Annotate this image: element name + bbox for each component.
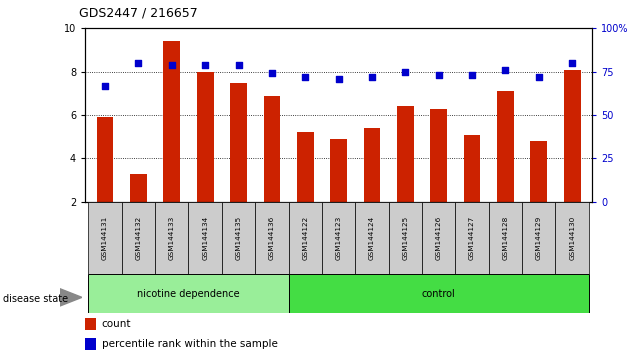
Bar: [422, 202, 455, 274]
Text: percentile rank within the sample: percentile rank within the sample: [102, 339, 278, 349]
Point: [534, 74, 544, 80]
Bar: [222, 202, 255, 274]
Bar: [489, 202, 522, 274]
Bar: [330, 139, 347, 202]
Bar: [230, 82, 247, 202]
Bar: [88, 202, 122, 274]
Point: [234, 62, 244, 68]
Bar: [497, 91, 514, 202]
Point: [200, 62, 210, 68]
Bar: [464, 135, 481, 202]
Text: GSM144131: GSM144131: [102, 216, 108, 260]
Bar: [430, 109, 447, 202]
Bar: [85, 318, 96, 330]
Point: [500, 67, 510, 73]
Text: count: count: [102, 319, 131, 329]
Text: GSM144122: GSM144122: [302, 216, 308, 260]
Text: GSM144126: GSM144126: [436, 216, 442, 260]
Point: [467, 72, 477, 78]
Bar: [322, 202, 355, 274]
Text: GSM144134: GSM144134: [202, 216, 208, 260]
Text: GSM144130: GSM144130: [569, 216, 575, 260]
Text: GSM144123: GSM144123: [336, 216, 341, 260]
Text: GSM144135: GSM144135: [236, 216, 241, 260]
Text: nicotine dependence: nicotine dependence: [137, 289, 240, 299]
Bar: [397, 106, 414, 202]
Bar: [197, 72, 214, 202]
Text: control: control: [422, 289, 455, 299]
Bar: [130, 173, 147, 202]
Point: [400, 69, 410, 75]
Point: [333, 76, 343, 81]
Bar: [522, 202, 556, 274]
Text: GSM144127: GSM144127: [469, 216, 475, 260]
Text: GSM144132: GSM144132: [135, 216, 141, 260]
Point: [134, 60, 144, 66]
Point: [100, 83, 110, 88]
Text: GSM144129: GSM144129: [536, 216, 542, 260]
Text: GDS2447 / 216657: GDS2447 / 216657: [79, 6, 197, 19]
Bar: [289, 274, 589, 313]
Bar: [389, 202, 422, 274]
Text: GSM144125: GSM144125: [403, 216, 408, 260]
Bar: [263, 96, 280, 202]
Bar: [455, 202, 489, 274]
Bar: [289, 202, 322, 274]
Text: GSM144133: GSM144133: [169, 216, 175, 260]
Text: GSM144128: GSM144128: [503, 216, 508, 260]
Bar: [163, 41, 180, 202]
Bar: [188, 202, 222, 274]
Bar: [255, 202, 289, 274]
Bar: [564, 69, 580, 202]
Polygon shape: [60, 289, 82, 306]
Bar: [364, 128, 381, 202]
Point: [433, 72, 444, 78]
Bar: [297, 132, 314, 202]
Bar: [355, 202, 389, 274]
Bar: [530, 141, 547, 202]
Text: GSM144124: GSM144124: [369, 216, 375, 260]
Text: disease state: disease state: [3, 294, 68, 304]
Point: [367, 74, 377, 80]
Bar: [88, 274, 289, 313]
Bar: [85, 338, 96, 350]
Bar: [155, 202, 188, 274]
Point: [567, 60, 577, 66]
Bar: [97, 117, 113, 202]
Point: [267, 70, 277, 76]
Point: [301, 74, 311, 80]
Bar: [122, 202, 155, 274]
Text: GSM144136: GSM144136: [269, 216, 275, 260]
Point: [167, 62, 177, 68]
Bar: [556, 202, 589, 274]
